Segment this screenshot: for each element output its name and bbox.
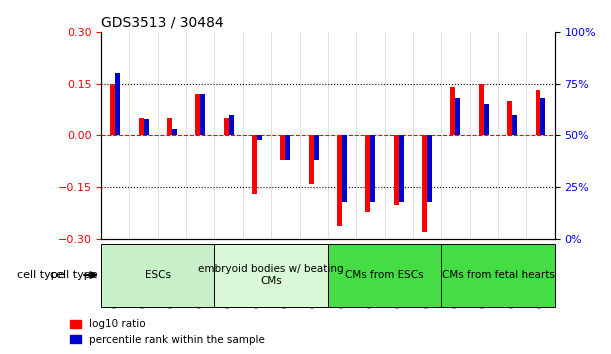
Bar [399, 136, 404, 202]
Bar [365, 136, 370, 212]
Text: CMs from fetal hearts: CMs from fetal hearts [442, 270, 554, 280]
Text: CMs from ESCs: CMs from ESCs [345, 270, 424, 280]
Bar [167, 118, 172, 136]
Text: ESCs: ESCs [145, 270, 171, 280]
Text: cell type: cell type [50, 270, 101, 280]
Bar [229, 115, 233, 136]
Bar [280, 136, 285, 160]
Bar [115, 73, 120, 136]
Bar [285, 136, 290, 160]
Bar [309, 136, 313, 184]
Bar [455, 98, 461, 136]
Bar [479, 84, 484, 136]
Bar [342, 136, 347, 202]
Bar [144, 119, 148, 136]
Bar [313, 136, 319, 160]
Bar [200, 94, 205, 136]
Text: GDS3513 / 30484: GDS3513 / 30484 [101, 15, 224, 29]
Bar [507, 101, 512, 136]
Bar [427, 136, 432, 202]
Bar [535, 91, 541, 136]
Bar [337, 136, 342, 225]
Bar [484, 104, 489, 136]
Legend: log10 ratio, percentile rank within the sample: log10 ratio, percentile rank within the … [67, 315, 269, 349]
FancyBboxPatch shape [441, 244, 555, 307]
FancyBboxPatch shape [214, 244, 328, 307]
FancyBboxPatch shape [101, 244, 214, 307]
Bar [541, 98, 546, 136]
Bar [393, 136, 399, 205]
Bar [422, 136, 427, 233]
FancyBboxPatch shape [328, 244, 441, 307]
Bar [257, 136, 262, 139]
Text: cell type: cell type [16, 270, 64, 280]
Bar [224, 118, 229, 136]
Bar [111, 84, 115, 136]
Bar [196, 94, 200, 136]
Bar [252, 136, 257, 194]
Bar [172, 129, 177, 136]
Bar [370, 136, 375, 202]
Text: embryoid bodies w/ beating
CMs: embryoid bodies w/ beating CMs [199, 264, 344, 286]
Bar [139, 118, 144, 136]
Bar [512, 115, 517, 136]
Bar [450, 87, 455, 136]
